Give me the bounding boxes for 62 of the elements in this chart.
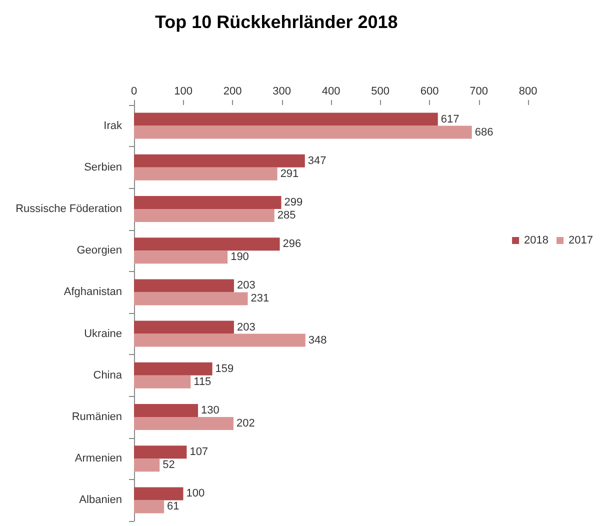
data-label: 617 [440,113,460,126]
bar [134,404,198,417]
bar [134,279,234,292]
data-label: 107 [190,446,208,458]
y-tick-label: Ukraine [84,328,122,340]
y-tick-label: Serbien [84,161,122,174]
y-tick-label: Afghanistan [64,286,122,298]
y-tick-label: Armenien [74,452,122,465]
legend-label: 2018 [524,234,549,246]
bar [134,487,184,500]
data-label: 347 [308,154,326,167]
bar [134,320,234,334]
data-label: 52 [162,459,175,472]
y-tick-label: Russische Föderation [16,203,122,215]
x-tick-label: 600 [420,86,439,98]
data-label: 202 [236,418,255,430]
data-label: 100 [186,488,205,500]
data-label: 231 [250,292,270,305]
data-label: 159 [215,362,234,375]
y-tick-label: Irak [104,120,122,132]
data-label: 686 [474,126,494,138]
data-label: 296 [282,238,302,250]
y-tick-label: Albanien [79,494,122,506]
x-tick-label: 500 [371,86,390,98]
data-label: 291 [280,168,299,180]
data-label: 190 [230,251,249,264]
chart-title: Top 10 Rückkehrländer 2018 [155,12,398,32]
x-tick-label: 400 [322,86,340,98]
bar [134,167,278,180]
y-tick-label: Rumänien [72,411,122,423]
bar [134,375,191,388]
x-tick-label: 200 [223,86,242,98]
data-label: 348 [308,334,327,346]
bar [134,154,305,168]
bar [134,500,164,514]
bar [134,446,187,459]
x-tick-label: 0 [130,86,138,98]
bar [134,196,282,209]
legend-label: 2017 [568,234,594,246]
bar [134,126,472,139]
data-label: 115 [194,376,212,388]
bar [134,362,212,376]
bar [134,112,438,126]
bar [134,458,160,472]
y-tick-label: China [93,369,123,382]
data-label: 130 [201,404,220,416]
x-tick-label: 700 [470,86,488,98]
bar [134,209,274,222]
bar [134,417,234,430]
data-label: 203 [236,321,256,334]
bar [134,292,248,306]
y-tick-label: Georgien [76,244,122,257]
bar [134,238,280,251]
bar [134,250,228,264]
x-tick-label: 800 [518,86,538,98]
data-label: 299 [284,196,303,208]
bar [134,334,306,347]
data-label: 285 [277,210,296,222]
data-label: 61 [167,500,180,513]
data-label: 203 [236,280,256,292]
x-tick-label: 100 [174,86,192,98]
x-tick-label: 300 [272,86,291,98]
